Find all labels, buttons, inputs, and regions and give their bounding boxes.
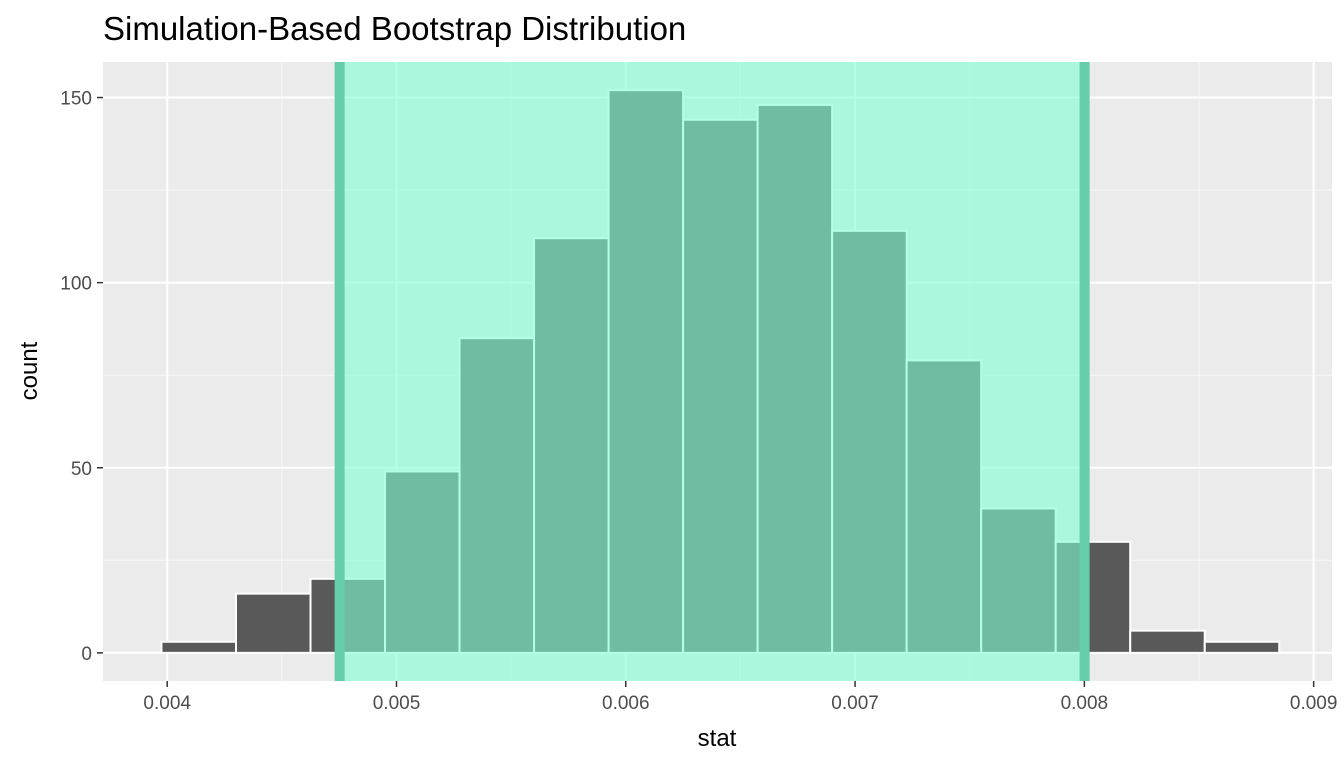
x-axis: 0.004 0.005 0.006 0.007 0.008 0.009 (143, 681, 1337, 714)
y-tick-label: 0 (81, 644, 92, 665)
histogram-bar (1203, 640, 1281, 654)
x-tick-label: 0.006 (602, 693, 650, 714)
y-tick-label: 100 (60, 274, 92, 295)
histogram-bar (160, 640, 237, 654)
confidence-interval-band (339, 62, 1085, 681)
y-axis-title: count (16, 341, 43, 400)
x-tick-label: 0.004 (143, 693, 191, 714)
x-tick-label: 0.009 (1290, 693, 1338, 714)
x-tick-label: 0.005 (373, 693, 421, 714)
y-tick-label: 50 (71, 459, 92, 480)
y-axis: 0 50 100 150 (60, 89, 103, 665)
histogram-bar (234, 592, 312, 654)
x-tick-label: 0.008 (1061, 693, 1109, 714)
x-tick-label: 0.007 (831, 693, 879, 714)
x-axis-title: stat (698, 725, 737, 752)
y-tick-label: 150 (60, 89, 92, 110)
chart-title: Simulation-Based Bootstrap Distribution (103, 10, 686, 47)
histogram-bar (1129, 629, 1206, 654)
